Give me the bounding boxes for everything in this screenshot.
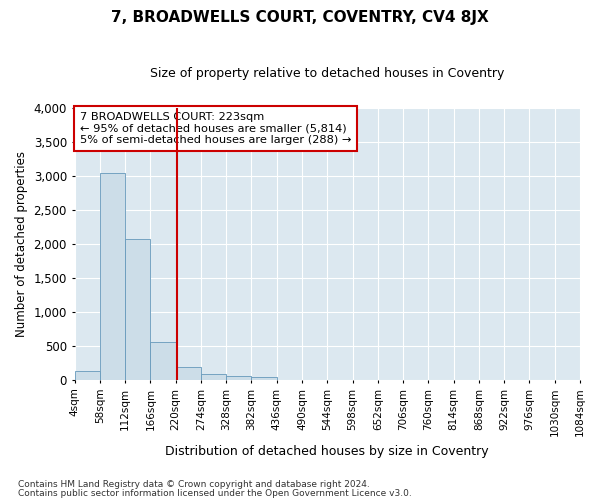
Bar — [151, 342, 176, 380]
Bar — [74, 371, 100, 380]
Bar — [201, 374, 226, 380]
Title: Size of property relative to detached houses in Coventry: Size of property relative to detached ho… — [150, 68, 505, 80]
Bar — [125, 238, 151, 380]
Text: Contains HM Land Registry data © Crown copyright and database right 2024.: Contains HM Land Registry data © Crown c… — [18, 480, 370, 489]
Text: 7, BROADWELLS COURT, COVENTRY, CV4 8JX: 7, BROADWELLS COURT, COVENTRY, CV4 8JX — [111, 10, 489, 25]
Text: 7 BROADWELLS COURT: 223sqm
← 95% of detached houses are smaller (5,814)
5% of se: 7 BROADWELLS COURT: 223sqm ← 95% of deta… — [80, 112, 351, 146]
Text: Contains public sector information licensed under the Open Government Licence v3: Contains public sector information licen… — [18, 489, 412, 498]
Bar — [226, 376, 251, 380]
Bar — [176, 367, 201, 380]
Y-axis label: Number of detached properties: Number of detached properties — [15, 151, 28, 337]
Bar — [251, 376, 277, 380]
Bar — [100, 172, 125, 380]
X-axis label: Distribution of detached houses by size in Coventry: Distribution of detached houses by size … — [166, 444, 489, 458]
